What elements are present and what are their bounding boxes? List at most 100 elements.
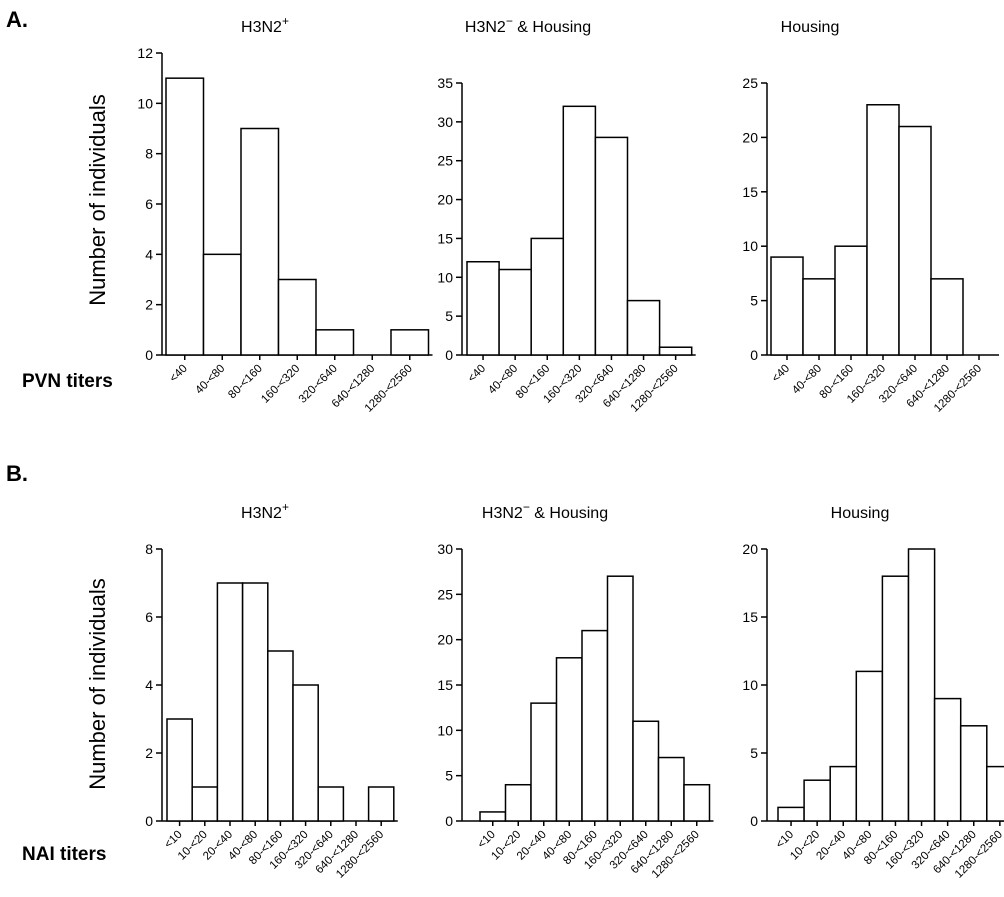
- histogram-a-h3n2-negative-housing: 05101520253035<4040-<8080-<160160-<32032…: [437, 75, 696, 415]
- bar: [390, 329, 430, 356]
- y-tick-label: 15: [742, 609, 758, 625]
- y-tick-label: 10: [437, 269, 453, 285]
- bar: [907, 548, 936, 822]
- bar: [866, 104, 900, 356]
- y-tick-label: 5: [750, 293, 758, 309]
- y-tick-label: 0: [445, 813, 453, 829]
- y-tick-label: 20: [437, 632, 453, 648]
- y-tick-label: 35: [437, 75, 453, 91]
- bar: [626, 299, 661, 356]
- bar: [267, 650, 294, 822]
- histogram-b-h3n2-positive: 02468<1010-<2020-<4040-<8080-<160160-<32…: [145, 541, 398, 881]
- bar: [240, 127, 280, 356]
- x-tick-label: <40: [466, 363, 488, 385]
- y-tick-label: 12: [137, 45, 153, 61]
- y-tick-label: 5: [445, 308, 453, 324]
- y-tick-label: 25: [437, 586, 453, 602]
- y-tick-label: 6: [145, 196, 153, 212]
- y-tick-label: 10: [742, 238, 758, 254]
- bar: [802, 278, 836, 356]
- chart-title-a3: Housing: [781, 19, 840, 36]
- y-tick-label: 4: [145, 677, 153, 693]
- x-tick-label: 80-<160: [226, 363, 265, 402]
- y-tick-label: 8: [145, 541, 153, 557]
- bar: [202, 253, 242, 356]
- histogram-b-h3n2-negative-housing: 051015202530<1010-<2020-<4040-<8080-<160…: [437, 541, 714, 881]
- bar: [834, 245, 868, 356]
- y-tick-label: 20: [437, 192, 453, 208]
- y-tick-label: 25: [437, 153, 453, 169]
- y-tick-label: 2: [145, 745, 153, 761]
- bar: [657, 756, 685, 822]
- x-tick-label: <40: [770, 363, 792, 385]
- bar: [881, 575, 910, 822]
- bar: [986, 765, 1004, 822]
- histogram-a-housing: 0510152025<4040-<8080-<160160-<320320-<6…: [742, 75, 999, 415]
- panel-label-a: A.: [6, 7, 28, 32]
- chart-title-a1: H3N2+: [241, 14, 289, 36]
- bar: [683, 783, 711, 822]
- y-tick-label: 10: [437, 722, 453, 738]
- row-label-nai: NAI titers: [22, 844, 106, 865]
- bar: [555, 657, 583, 822]
- y-axis-label-a: Number of individuals: [85, 94, 110, 306]
- bar: [829, 765, 858, 822]
- bar: [315, 329, 355, 356]
- bar: [898, 125, 932, 356]
- bar: [930, 278, 964, 356]
- bar: [959, 725, 988, 822]
- bar: [530, 702, 558, 822]
- chart-title-b3: Housing: [831, 505, 890, 522]
- bar: [803, 779, 831, 822]
- bar: [777, 806, 805, 822]
- y-tick-label: 15: [437, 677, 453, 693]
- panel-label-b: B.: [6, 461, 28, 486]
- bar: [367, 786, 395, 822]
- x-tick-label: 160-<320: [259, 363, 302, 406]
- y-tick-label: 30: [437, 114, 453, 130]
- bar: [770, 256, 804, 356]
- bar: [241, 582, 269, 822]
- chart-title-b2: H3N2− & Housing: [482, 500, 608, 522]
- y-tick-label: 25: [742, 75, 758, 91]
- y-tick-label: 0: [750, 813, 758, 829]
- chart-title-b1: H3N2+: [241, 500, 289, 522]
- x-tick-label: 40-<80: [193, 363, 227, 397]
- x-tick-label: <10: [476, 829, 498, 851]
- bar: [581, 629, 609, 822]
- bar: [277, 278, 317, 356]
- bar: [632, 720, 660, 822]
- y-tick-label: 2: [145, 297, 153, 313]
- y-tick-label: 0: [145, 813, 153, 829]
- bar: [855, 670, 884, 822]
- y-tick-label: 20: [742, 129, 758, 145]
- bar: [317, 786, 345, 822]
- bar: [191, 786, 219, 822]
- bar: [658, 346, 693, 356]
- bar: [504, 783, 532, 822]
- chart-title-a2: H3N2− & Housing: [465, 14, 591, 36]
- y-tick-label: 8: [145, 146, 153, 162]
- y-tick-label: 15: [742, 184, 758, 200]
- y-tick-label: 6: [145, 609, 153, 625]
- bar: [530, 237, 565, 356]
- y-tick-label: 20: [742, 541, 758, 557]
- x-tick-label: <40: [168, 363, 190, 385]
- y-tick-label: 30: [437, 541, 453, 557]
- y-tick-label: 0: [145, 347, 153, 363]
- y-tick-label: 0: [445, 347, 453, 363]
- x-tick-label: <10: [774, 829, 796, 851]
- bar: [594, 136, 629, 356]
- bar: [466, 260, 500, 356]
- histogram-b-housing: 05101520<1010-<2020-<4040-<8080-<160160-…: [742, 541, 1004, 881]
- y-tick-label: 15: [437, 230, 453, 246]
- bar: [216, 582, 244, 822]
- y-tick-label: 4: [145, 246, 153, 262]
- bar: [606, 575, 634, 822]
- y-tick-label: 10: [742, 677, 758, 693]
- bar: [165, 77, 205, 356]
- bar: [498, 268, 532, 356]
- bar: [166, 718, 193, 822]
